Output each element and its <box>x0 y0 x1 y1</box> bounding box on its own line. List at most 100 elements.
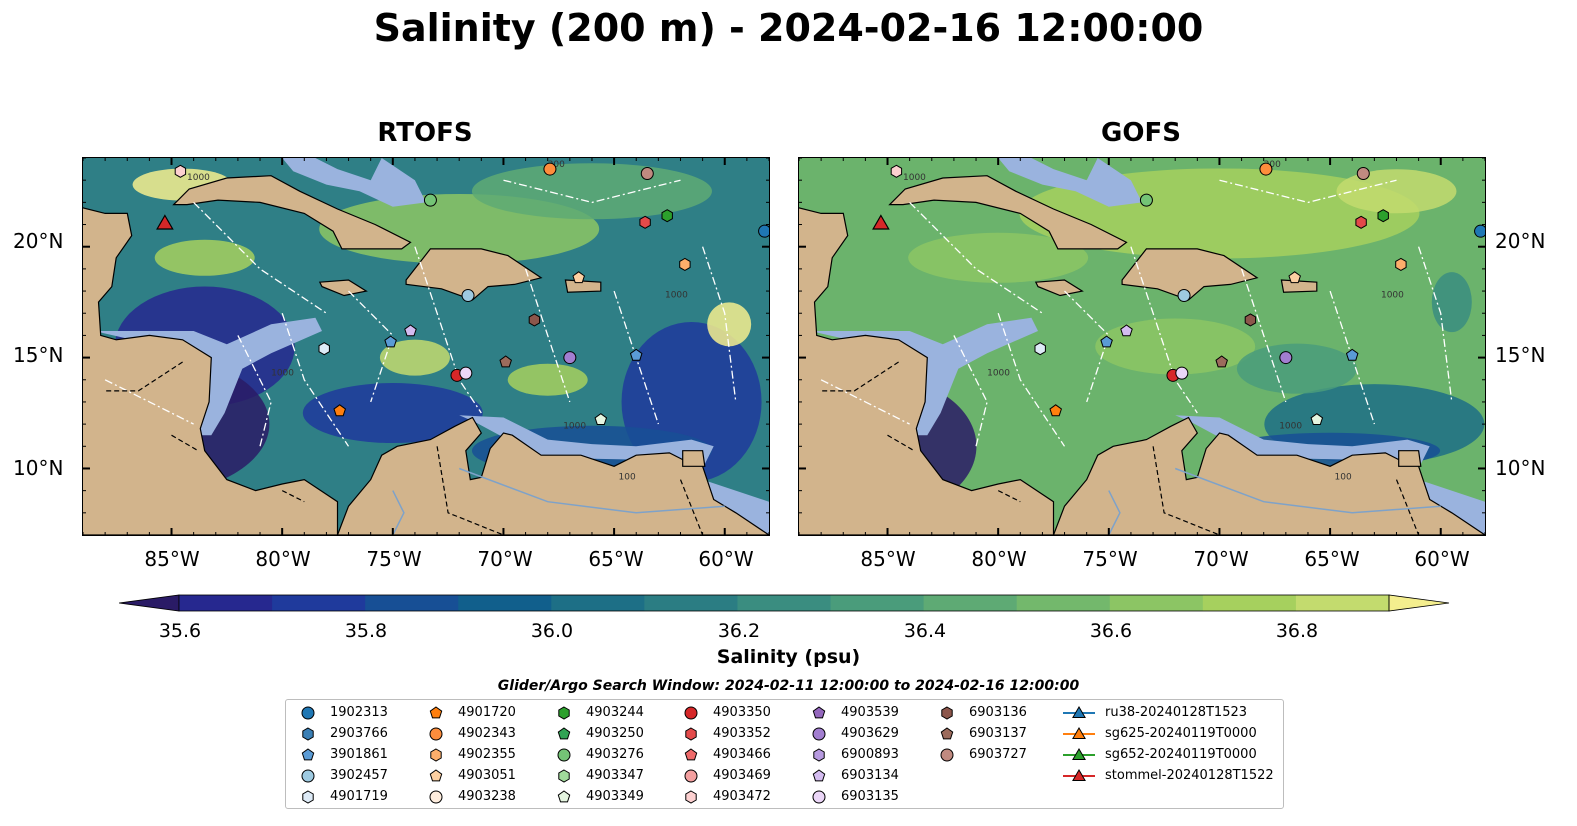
legend-swatch <box>940 727 954 740</box>
panel-title-gofs: GOFS <box>1101 118 1181 148</box>
legend-marker <box>557 727 571 740</box>
country-border <box>821 361 899 392</box>
argo-float-marker <box>543 162 557 176</box>
map-canvas: 1000 1000 1000 200 100 1000 <box>83 158 769 535</box>
argo-float-marker <box>1175 366 1189 380</box>
colorbar-segment <box>551 595 645 611</box>
colorbar-tick: 35.8 <box>344 620 388 642</box>
salinity-patch <box>707 302 752 347</box>
landmass <box>318 279 368 297</box>
legend-marker <box>301 706 315 720</box>
eez-boundary <box>1064 290 1110 403</box>
legend-label: 6903137 <box>969 726 1027 741</box>
eez-boundary <box>348 290 394 403</box>
gofs-map: 1000 1000 1000 200 100 1000 <box>798 157 1486 536</box>
legend-marker <box>429 706 443 719</box>
legend-label: sg625-20240119T0000 <box>1105 726 1257 741</box>
river <box>458 467 725 514</box>
lon-label-gofs-75w: 75°W <box>1082 547 1138 571</box>
contour-label: 200 <box>548 160 565 170</box>
country-border <box>1395 479 1420 535</box>
contour-label: 1000 <box>563 422 586 432</box>
legend-marker <box>684 769 698 783</box>
lat-label-left-10n: 10°N <box>13 456 64 480</box>
legend-swatch <box>302 790 314 804</box>
landmass <box>1034 279 1084 297</box>
contour-label: 1000 <box>1381 291 1404 301</box>
legend-swatch <box>940 748 954 762</box>
argo-float-marker <box>1034 342 1046 356</box>
colorbar-extend-low <box>119 594 180 612</box>
salinity-patch <box>154 239 255 276</box>
landmass <box>1121 248 1259 301</box>
eez-boundary <box>909 201 1043 314</box>
legend-marker <box>940 727 954 740</box>
legend-swatch <box>812 706 826 719</box>
legend-marker <box>1072 727 1086 739</box>
eez-boundary <box>104 379 194 425</box>
legend-label: 4901720 <box>458 705 516 720</box>
lon-label-rtofs-70w: 70°W <box>477 547 533 571</box>
argo-float-marker <box>1139 193 1153 207</box>
legend-marker <box>812 790 826 804</box>
shelf-area <box>282 158 426 207</box>
lon-label-rtofs-85w: 85°W <box>144 547 200 571</box>
legend-swatch <box>429 790 443 804</box>
legend-label: 4903629 <box>841 726 899 741</box>
argo-float-marker <box>640 167 654 181</box>
legend-title: Glider/Argo Search Window: 2024-02-11 12… <box>497 678 1080 694</box>
legend-marker <box>684 748 698 761</box>
salinity-patch <box>908 232 1089 283</box>
legend-swatch <box>429 706 443 719</box>
legend-swatch <box>1063 706 1095 718</box>
glider-marker-stommel <box>872 214 890 230</box>
legend-label: 1902313 <box>330 705 388 720</box>
legend-swatch <box>1063 748 1095 760</box>
legend-marker <box>558 706 570 720</box>
argo-float-marker <box>1279 351 1293 365</box>
legend-marker <box>557 790 571 803</box>
argo-float-marker <box>594 413 608 425</box>
colorbar-segment <box>458 595 552 611</box>
eez-boundary <box>414 246 482 414</box>
legend-label: 6903135 <box>841 789 899 804</box>
legend-label: 4901719 <box>330 789 388 804</box>
legend-label: 4903250 <box>586 726 644 741</box>
glider-marker-stommel <box>156 214 174 230</box>
landmass <box>83 207 339 535</box>
eez-boundary <box>1240 268 1287 403</box>
legend-label: 4903276 <box>586 747 644 762</box>
argo-float-marker <box>629 348 643 361</box>
eez-boundary <box>193 201 327 314</box>
legend-marker <box>429 727 443 741</box>
lon-label-gofs-85w: 85°W <box>860 547 916 571</box>
colorbar-segment <box>923 595 1018 611</box>
shelf-area <box>998 158 1142 207</box>
country-border <box>887 434 915 452</box>
legend-label: 6900893 <box>841 747 899 762</box>
legend-label: 4903238 <box>458 789 516 804</box>
colorbar-tick: 36.2 <box>717 620 761 642</box>
colorbar-tick: 36.0 <box>530 620 574 642</box>
legend-marker <box>557 748 571 762</box>
argo-float-marker <box>661 209 673 223</box>
landmass <box>1398 450 1422 467</box>
legend-label: 4903466 <box>713 747 771 762</box>
legend-label: stommel-20240128T1522 <box>1105 768 1274 783</box>
argo-float-marker <box>1474 224 1485 238</box>
country-border <box>171 434 199 452</box>
contour-label: 1000 <box>271 368 294 378</box>
legend-label: 6903727 <box>969 747 1027 762</box>
colorbar-segment <box>1016 595 1111 611</box>
lon-label-gofs-80w: 80°W <box>971 547 1027 571</box>
colorbar-segment <box>365 595 459 611</box>
shelf-area <box>702 479 769 535</box>
country-border <box>997 490 1021 503</box>
legend-label: 4903349 <box>586 789 644 804</box>
argo-float-marker <box>318 342 330 356</box>
argo-float-marker <box>1395 257 1407 271</box>
lon-label-rtofs-65w: 65°W <box>588 547 644 571</box>
lat-label-right-10n: 10°N <box>1495 456 1546 480</box>
legend-swatch <box>430 748 442 762</box>
argo-float-marker <box>758 224 769 238</box>
